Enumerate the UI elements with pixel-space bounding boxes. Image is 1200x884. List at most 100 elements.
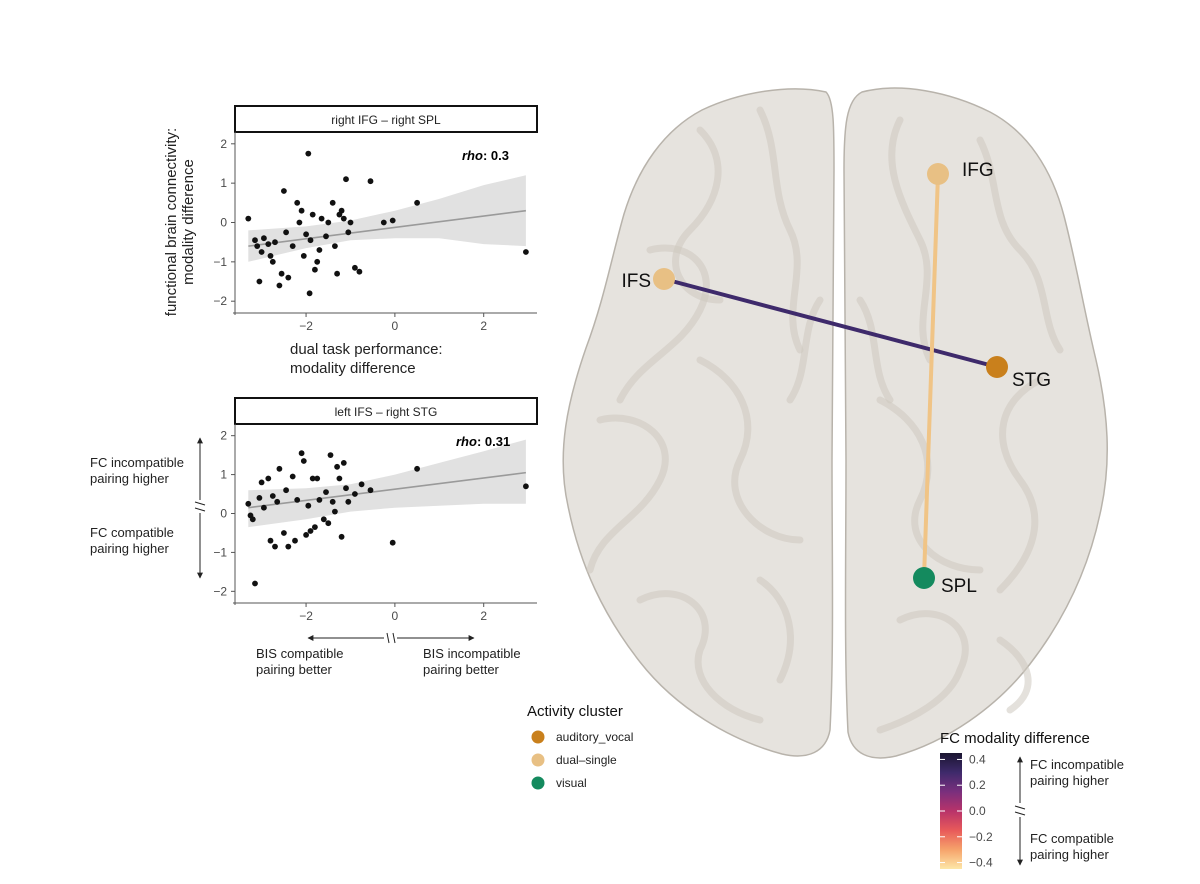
data-point [332, 243, 338, 250]
y-tick-label: −1 [213, 255, 227, 269]
data-point [276, 465, 283, 472]
data-point [414, 199, 420, 206]
gyrus-fold [996, 636, 1032, 714]
gyri-texture [586, 106, 1064, 734]
y-axis-title: functional brain connectivity: modality … [163, 128, 197, 316]
data-point [258, 479, 265, 486]
bis-incompatible-label-line2: pairing better [423, 662, 500, 677]
color-bar-tick-label: 0.0 [969, 804, 986, 818]
data-point [276, 282, 283, 289]
x-tick-label: 0 [392, 609, 399, 623]
color-bar-tick-label: 0.2 [969, 778, 986, 792]
data-point [281, 530, 287, 536]
data-point [261, 504, 267, 511]
y-tick-label: −2 [213, 294, 227, 308]
rho-annotation: rho: 0.31 [456, 434, 510, 449]
data-point [298, 207, 305, 214]
gyrus-fold [856, 296, 894, 404]
node-label-stg: STG [1012, 370, 1051, 391]
data-point [347, 219, 354, 226]
rho-symbol: rho [456, 434, 477, 449]
node-ifg [927, 163, 949, 185]
y-axis-title-line2: modality difference [180, 159, 197, 285]
data-point [340, 215, 347, 222]
data-point [305, 150, 312, 157]
data-point [283, 487, 289, 494]
data-point [296, 219, 303, 226]
data-point [345, 498, 352, 505]
x-tick-label: −2 [299, 319, 313, 333]
data-point [267, 537, 274, 544]
x-tick-label: 2 [480, 319, 487, 333]
x-tick-label: 2 [480, 609, 487, 623]
data-point [292, 537, 298, 544]
node-label-ifg: IFG [962, 160, 994, 181]
data-point [294, 199, 301, 206]
data-point [343, 176, 349, 183]
fc-modality-legend: FC modality difference 0.4 0.2 0.0 −0.2 −0.4… [940, 730, 1124, 870]
gyrus-fold [888, 116, 934, 364]
data-point [312, 524, 318, 530]
x-axis-title-line2: modality difference [290, 360, 416, 377]
data-point [283, 229, 289, 236]
gyrus-fold [616, 244, 710, 404]
y-tick-label: 1 [220, 468, 227, 482]
regression-line [248, 209, 526, 247]
legend-item-label: dual–single [556, 753, 617, 767]
data-point [289, 473, 296, 480]
color-bar [940, 753, 962, 869]
facet-label: left IFS – right STG [335, 405, 438, 419]
scatter-panel-ifs-stg: left IFS – right STG 2 1 0 −1 −2 −2 0 2 rho: 0… [90, 397, 538, 677]
data-point [285, 543, 292, 550]
activity-cluster-legend: Activity cluster auditory_vocal dual–sing… [527, 703, 633, 790]
x-tick-label: −2 [299, 609, 313, 623]
gyrus-fold [586, 414, 669, 574]
fc-incompatible-label-line2: pairing higher [1030, 773, 1109, 788]
data-point [300, 458, 307, 464]
data-point [272, 239, 278, 246]
node-label-ifs: IFS [621, 271, 651, 292]
legend-swatch [531, 730, 545, 744]
y-tick-label: 2 [220, 429, 227, 443]
data-point [318, 215, 325, 222]
data-point [329, 498, 336, 505]
data-point [316, 497, 323, 503]
gyrus-fold [876, 396, 984, 574]
fc-incompatible-label-line1: FC incompatible [1030, 757, 1124, 772]
data-point [252, 237, 258, 244]
data-points [245, 450, 529, 587]
facet-strip [234, 105, 538, 133]
fc-compatible-label-line2: pairing higher [90, 541, 169, 556]
data-points [245, 150, 529, 297]
fc-incompatible-label-line1: FC incompatible [90, 455, 184, 470]
legend-item-label: auditory_vocal [556, 730, 633, 744]
data-point [338, 533, 345, 540]
confidence-band-area [248, 175, 526, 262]
data-point [278, 270, 285, 277]
y-axis-ticks: 2 1 0 −1 −2 [213, 424, 236, 605]
data-point [249, 516, 256, 523]
y-axis-ticks: 2 1 0 −1 −2 [213, 132, 236, 315]
axis-break-mark [392, 632, 396, 644]
data-point [358, 481, 365, 488]
data-point [307, 237, 314, 244]
data-point [389, 539, 396, 546]
rho-value: : 0.31 [477, 434, 510, 449]
data-point [252, 580, 258, 587]
data-point [307, 528, 314, 534]
data-point [414, 465, 420, 472]
data-point [261, 235, 267, 242]
legend-swatch [531, 776, 545, 790]
right-hemisphere [843, 87, 1108, 759]
data-point [332, 508, 338, 515]
data-point [523, 483, 529, 490]
data-point [329, 199, 336, 206]
gyrus-fold [976, 136, 1064, 354]
data-point [265, 241, 272, 248]
y-tick-label: 1 [220, 176, 227, 190]
data-point [325, 219, 332, 226]
data-point [334, 270, 340, 277]
data-point [309, 211, 316, 218]
confidence-band [248, 175, 526, 262]
data-point [285, 274, 292, 281]
